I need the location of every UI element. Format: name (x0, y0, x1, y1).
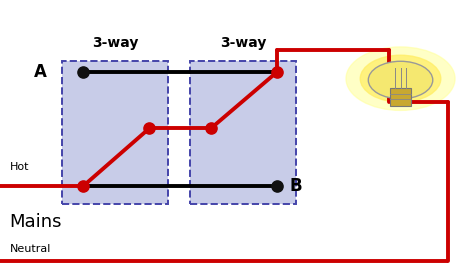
Text: B: B (290, 177, 302, 195)
Text: A: A (34, 63, 47, 81)
FancyBboxPatch shape (190, 61, 296, 204)
Point (273, 70, 281, 74)
Point (273, 184, 281, 189)
Circle shape (368, 61, 433, 99)
Circle shape (346, 47, 455, 110)
FancyBboxPatch shape (62, 61, 168, 204)
Point (146, 126, 153, 131)
Text: Mains: Mains (9, 213, 62, 231)
Text: 3-way: 3-way (92, 36, 138, 50)
Circle shape (360, 55, 441, 102)
Text: 3-way: 3-way (220, 36, 266, 50)
FancyBboxPatch shape (390, 88, 411, 106)
Point (79, 70, 87, 74)
Text: Neutral: Neutral (9, 244, 51, 254)
Point (207, 126, 215, 131)
Text: Hot: Hot (9, 163, 29, 172)
Point (79, 184, 87, 189)
